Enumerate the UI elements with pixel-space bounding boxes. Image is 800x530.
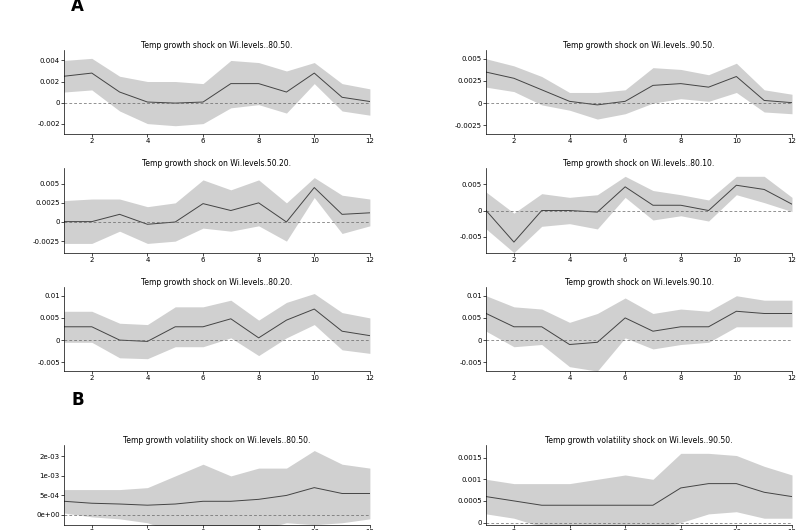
Title: Temp growth shock on Wi.levels..80.10.: Temp growth shock on Wi.levels..80.10.	[563, 160, 714, 169]
Title: Temp growth shock on Wi.levels..80.20.: Temp growth shock on Wi.levels..80.20.	[142, 278, 293, 287]
Title: Temp growth volatility shock on Wi.levels..80.50.: Temp growth volatility shock on Wi.level…	[123, 436, 310, 445]
Title: Temp growth volatility shock on Wi.levels..90.50.: Temp growth volatility shock on Wi.level…	[546, 436, 733, 445]
Title: Temp growth shock on Wi.levels.90.10.: Temp growth shock on Wi.levels.90.10.	[565, 278, 714, 287]
Title: Temp growth shock on Wi.levels..90.50.: Temp growth shock on Wi.levels..90.50.	[563, 41, 715, 50]
Title: Temp growth shock on Wi.levels.50.20.: Temp growth shock on Wi.levels.50.20.	[142, 160, 291, 169]
Text: A: A	[71, 0, 84, 15]
Text: B: B	[71, 392, 84, 409]
Title: Temp growth shock on Wi.levels..80.50.: Temp growth shock on Wi.levels..80.50.	[142, 41, 293, 50]
